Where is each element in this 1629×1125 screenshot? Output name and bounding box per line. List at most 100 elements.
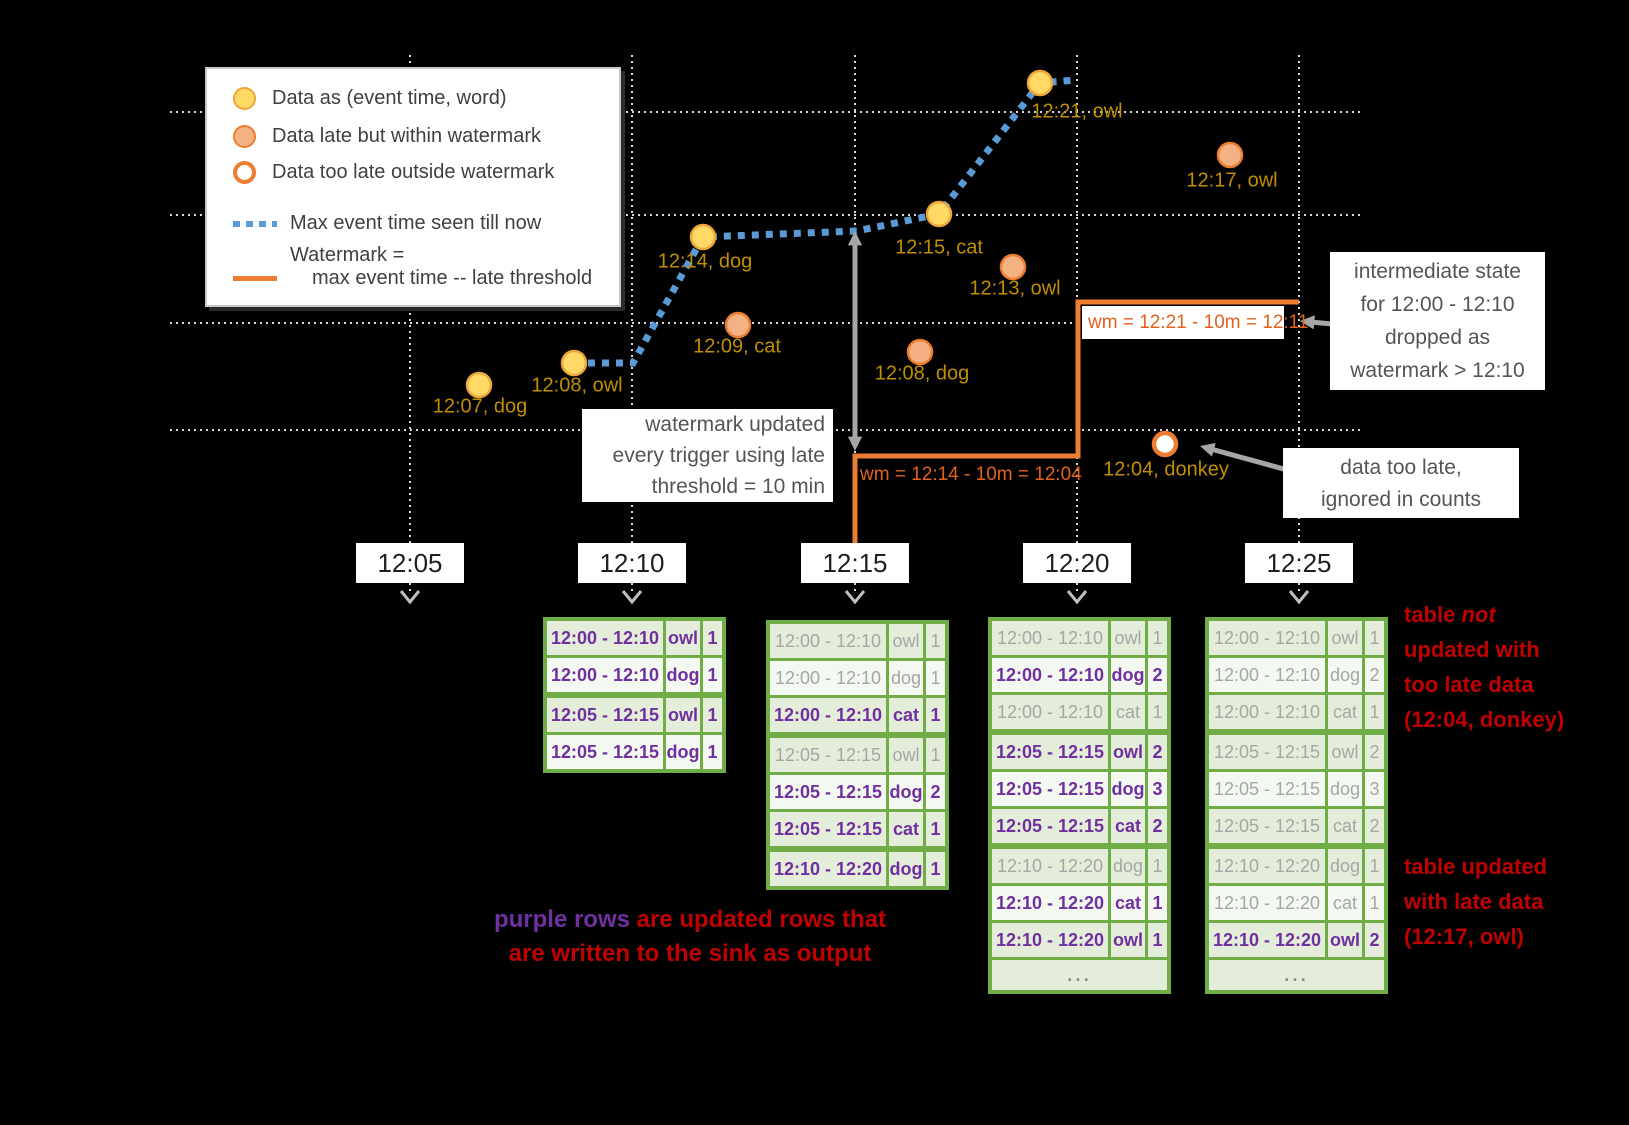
table-cell: 1 (926, 738, 945, 772)
note-line: watermark > 12:10 (1350, 359, 1525, 382)
table-cell: cat (889, 698, 923, 732)
note-text: table (1404, 602, 1462, 627)
table-cell: owl (889, 738, 923, 772)
table-row: 12:10 - 12:20 owl 1 (992, 923, 1167, 957)
watermark-line-icon (233, 276, 277, 281)
data-point-ontime (689, 223, 717, 251)
data-point-toolate (1151, 430, 1179, 458)
note-line: intermediate state (1354, 260, 1521, 283)
note-line: with late data (1404, 889, 1544, 914)
note-line: updated with (1404, 637, 1540, 662)
max-event-line-icon (233, 220, 277, 227)
table-cell: 12:10 - 12:20 (992, 886, 1108, 920)
table-cell: 1 (1148, 849, 1167, 883)
note-line: are written to the sink as output (508, 940, 872, 967)
table-row: 12:05 - 12:15 dog 2 (770, 775, 945, 809)
table-cell: 12:10 - 12:20 (992, 923, 1108, 957)
table-cell: 2 (1148, 658, 1167, 692)
table-updated-note: table updated with late data (12:17, owl… (1404, 849, 1547, 954)
ontime-dot-icon (233, 87, 256, 110)
table-cell: owl (1111, 621, 1145, 655)
time-tick-1225: 12:25 (1245, 543, 1353, 583)
legend-item-ontime: Data as (event time, word) (233, 87, 507, 110)
legend: Data as (event time, word) Data late but… (205, 67, 621, 307)
table-row: 12:00 - 12:10 dog 1 (547, 658, 722, 692)
table-cell: 12:00 - 12:10 (770, 624, 886, 658)
data-point-label: 12:14, dog (657, 250, 753, 273)
late-threshold-arrow-up-head-icon (847, 231, 863, 246)
table-row: 12:05 - 12:15 dog 3 (992, 772, 1167, 806)
table-cell: 1 (703, 621, 722, 655)
table-cell: owl (1111, 923, 1145, 957)
table-row: 12:05 - 12:15 cat 1 (770, 812, 945, 846)
table-cell: 12:00 - 12:10 (992, 621, 1108, 655)
table-row: 12:00 - 12:10 owl 1 (1209, 621, 1384, 655)
tick-arrow-icon (1288, 590, 1310, 605)
tick-arrow-icon (621, 590, 643, 605)
table-cell: 12:00 - 12:10 (1209, 658, 1325, 692)
data-point-ontime (465, 371, 493, 399)
table-cell: cat (889, 812, 923, 846)
legend-label: Data late but within watermark (272, 125, 542, 147)
result-table-12-15: 12:00 - 12:10 owl 1 12:00 - 12:10 dog 1 12:00 … (766, 620, 949, 890)
data-point-late (999, 253, 1027, 281)
data-point-label: 12:21, owl (1031, 100, 1123, 123)
table-cell: 3 (1365, 772, 1384, 806)
table-row: 12:05 - 12:15 cat 2 (992, 809, 1167, 843)
note-line: (12:04, donkey) (1404, 707, 1565, 732)
table-cell: 12:00 - 12:10 (992, 695, 1108, 729)
time-tick-1205: 12:05 (356, 543, 464, 583)
table-cell: 12:00 - 12:10 (1209, 695, 1325, 729)
table-cell: 2 (926, 775, 945, 809)
data-point-late (724, 311, 752, 339)
table-cell: 12:05 - 12:15 (1209, 809, 1325, 843)
table-cell: 1 (1365, 695, 1384, 729)
data-point-late (1216, 141, 1244, 169)
table-cell: 12:00 - 12:10 (547, 621, 663, 655)
legend-label: Max event time seen till now (290, 212, 542, 234)
table-cell: 1 (1365, 621, 1384, 655)
note-line: purple rows are updated rows that (450, 903, 930, 937)
table-cell: owl (889, 624, 923, 658)
table-row: 12:00 - 12:10 cat 1 (1209, 695, 1384, 729)
table-cell: 12:05 - 12:15 (770, 775, 886, 809)
note-text-italic: not (1461, 602, 1496, 627)
table-cell: 1 (703, 735, 722, 769)
table-cell: 1 (1148, 621, 1167, 655)
table-cell: 1 (1365, 849, 1384, 883)
table-cell: 2 (1365, 809, 1384, 843)
tick-arrow-icon (844, 590, 866, 605)
legend-label: Data as (event time, word) (272, 87, 507, 109)
table-cell: 1 (703, 698, 722, 732)
table-row: 12:05 - 12:15 owl 2 (1209, 735, 1384, 769)
note-line: watermark updated (645, 413, 825, 436)
table-cell: 12:05 - 12:15 (770, 812, 886, 846)
table-cell: 2 (1148, 735, 1167, 769)
time-tick-1215: 12:15 (801, 543, 909, 583)
time-tick-1220: 12:20 (1023, 543, 1131, 583)
table-cell: owl (666, 621, 700, 655)
data-point-label: 12:08, dog (874, 362, 970, 385)
table-cell: 1 (926, 812, 945, 846)
table-cell: dog (1328, 658, 1362, 692)
purple-rows-note: purple rows are updated rows that are wr… (450, 903, 930, 971)
table-cell: 12:05 - 12:15 (547, 735, 663, 769)
table-cell: 1 (1148, 886, 1167, 920)
time-tick-1210: 12:10 (578, 543, 686, 583)
table-cell: 1 (1148, 923, 1167, 957)
watermark-value-label-1: wm = 12:14 - 10m = 12:04 (860, 464, 1082, 485)
table-cell: dog (1111, 849, 1145, 883)
legend-item-max-event: Max event time seen till now (233, 212, 541, 235)
table-cell: 1 (1148, 695, 1167, 729)
table-cell: 12:05 - 12:15 (1209, 772, 1325, 806)
table-row: 12:00 - 12:10 dog 2 (992, 658, 1167, 692)
note-text: are updated rows that (629, 906, 887, 933)
table-cell: 12:00 - 12:10 (992, 658, 1108, 692)
note-line: ignored in counts (1321, 488, 1481, 511)
table-cell: 12:00 - 12:10 (1209, 621, 1325, 655)
table-cell: 2 (1148, 809, 1167, 843)
note-text-highlight: purple rows (493, 906, 630, 933)
table-cell: dog (889, 775, 923, 809)
table-row: 12:10 - 12:20 owl 2 (1209, 923, 1384, 957)
